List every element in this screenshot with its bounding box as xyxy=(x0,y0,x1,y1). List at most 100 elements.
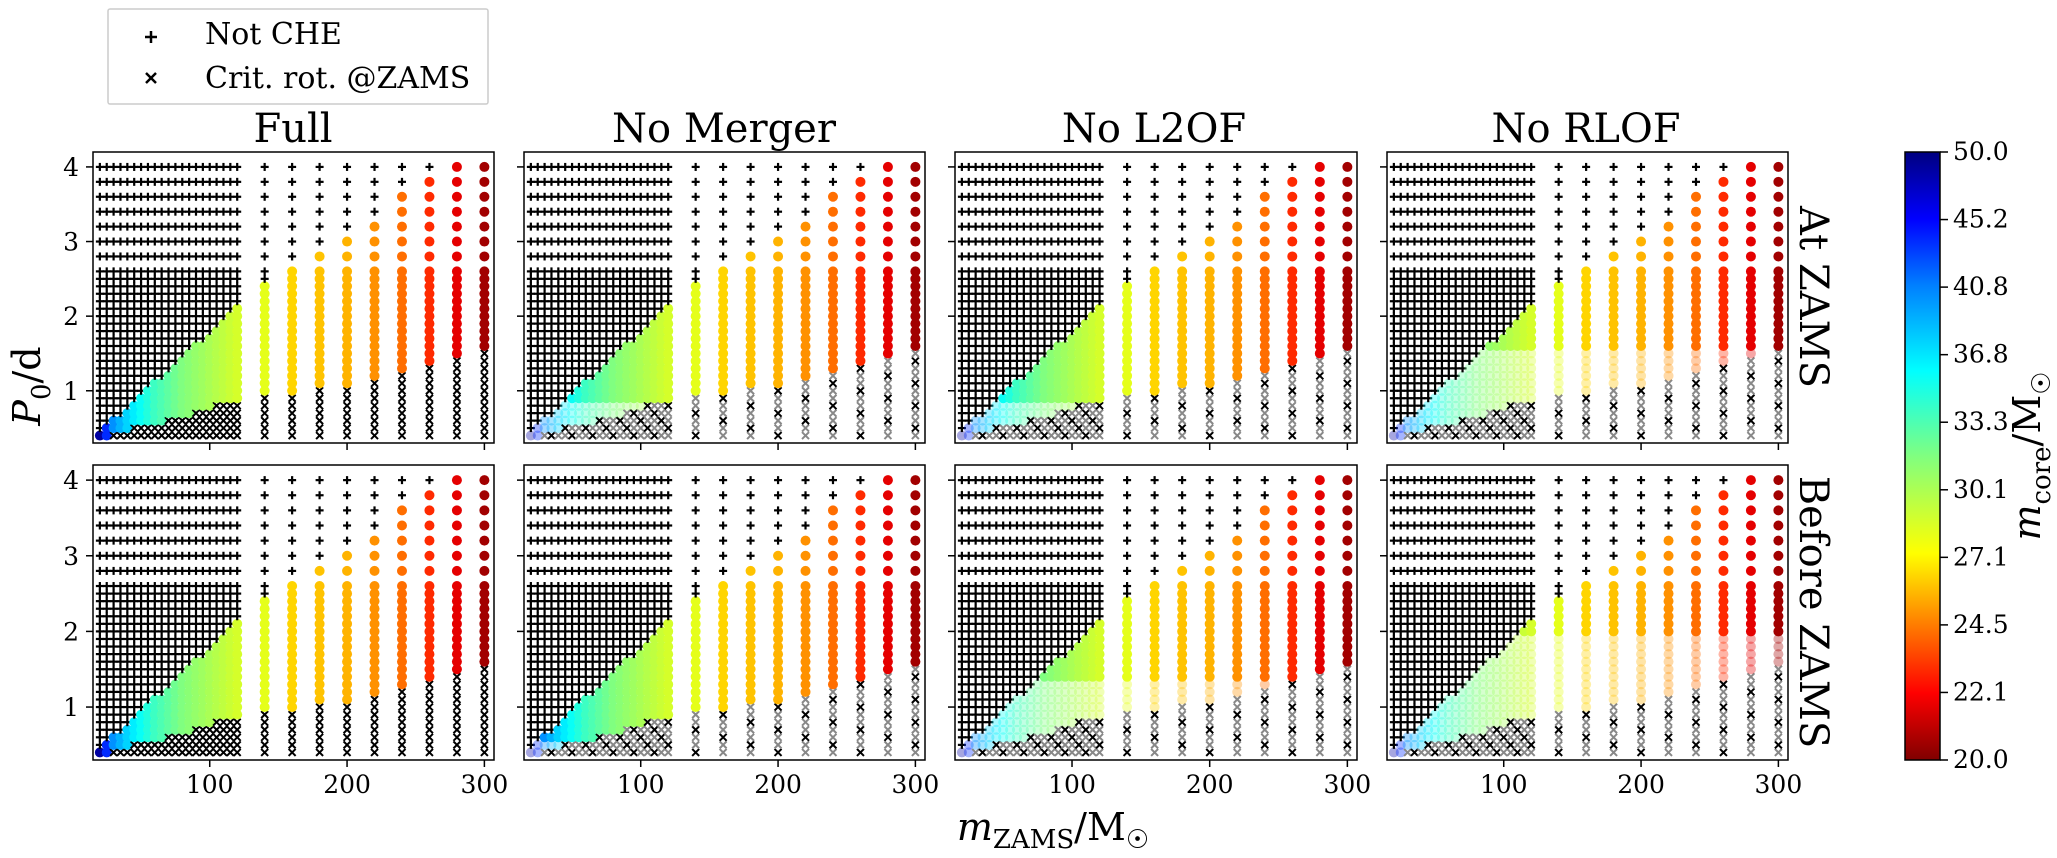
point-not-che xyxy=(143,364,152,373)
point-che xyxy=(142,408,153,419)
point-not-che xyxy=(164,222,173,231)
point-not-che xyxy=(116,401,125,410)
y-tick-label: 2 xyxy=(63,617,79,646)
point-crit-rot xyxy=(171,423,180,433)
point-che xyxy=(424,505,435,516)
point-che xyxy=(1342,191,1353,202)
point-not-che xyxy=(185,319,194,328)
point-not-che xyxy=(171,312,180,321)
panel-r0-c3 xyxy=(1380,151,1789,450)
point-che xyxy=(156,415,167,426)
point-che xyxy=(129,408,140,419)
point-not-che xyxy=(178,334,187,343)
point-not-che xyxy=(178,327,187,336)
point-che xyxy=(369,266,380,277)
point-che xyxy=(1287,206,1298,217)
point-not-che xyxy=(178,177,187,186)
point-not-che xyxy=(95,282,104,291)
point-not-che xyxy=(102,207,111,216)
point-che xyxy=(156,408,167,419)
point-not-che xyxy=(130,349,139,358)
point-che xyxy=(1773,206,1784,217)
point-che xyxy=(855,191,866,202)
point-not-che xyxy=(102,409,111,418)
point-che xyxy=(136,393,147,404)
point-not-che xyxy=(164,327,173,336)
point-not-che xyxy=(95,342,104,350)
point-che xyxy=(424,176,435,187)
point-che xyxy=(1259,191,1270,202)
point-not-che xyxy=(102,274,111,283)
point-not-che xyxy=(171,297,180,306)
point-che xyxy=(1773,251,1784,262)
point-che xyxy=(396,236,407,247)
point-not-che xyxy=(164,282,173,291)
point-che xyxy=(115,423,126,434)
point-not-che xyxy=(137,371,146,380)
point-che xyxy=(451,266,462,277)
point-not-che xyxy=(164,162,173,171)
legend-label-crit-rot: Crit. rot. @ZAMS xyxy=(205,61,470,96)
point-not-che xyxy=(130,222,139,231)
point-not-che xyxy=(143,252,152,261)
point-not-che xyxy=(130,356,139,365)
point-not-che xyxy=(157,356,166,365)
point-not-che xyxy=(171,162,180,171)
point-not-che xyxy=(157,237,166,246)
point-not-che xyxy=(143,289,152,298)
point-not-che xyxy=(102,162,111,171)
point-not-che xyxy=(157,289,166,298)
point-not-che xyxy=(109,237,118,246)
point-not-che xyxy=(123,364,132,373)
point-not-che xyxy=(150,282,159,291)
point-not-che xyxy=(130,237,139,246)
point-che xyxy=(827,206,838,217)
point-che xyxy=(1773,161,1784,172)
point-not-che xyxy=(143,267,152,276)
point-not-che xyxy=(123,319,132,328)
point-che xyxy=(424,581,435,592)
point-not-che xyxy=(157,349,166,358)
point-not-che xyxy=(102,349,111,358)
point-crit-rot xyxy=(164,416,173,425)
point-not-che xyxy=(137,379,146,388)
point-not-che xyxy=(109,364,118,373)
point-not-che xyxy=(178,237,187,246)
point-not-che xyxy=(143,349,152,358)
point-che xyxy=(122,408,133,419)
point-che xyxy=(451,520,462,531)
point-che xyxy=(1773,191,1784,202)
point-not-che xyxy=(130,379,139,388)
point-che xyxy=(1232,251,1243,262)
point-not-che xyxy=(164,274,173,283)
point-che xyxy=(1204,251,1215,262)
point-crit-rot xyxy=(184,423,194,433)
point-not-che xyxy=(123,177,132,186)
point-che xyxy=(1636,236,1647,247)
point-che xyxy=(1342,161,1353,172)
point-not-che xyxy=(143,304,152,313)
point-che xyxy=(800,221,811,232)
point-not-che xyxy=(116,327,125,336)
point-che xyxy=(184,393,195,404)
point-not-che xyxy=(130,319,139,328)
point-not-che xyxy=(157,297,166,306)
point-not-che xyxy=(137,304,146,313)
y-tick-label: 1 xyxy=(63,377,79,406)
panel-r0-c2 xyxy=(948,151,1358,450)
point-not-che xyxy=(157,207,166,216)
point-che xyxy=(451,565,462,576)
point-che xyxy=(1342,251,1353,262)
point-not-che xyxy=(150,237,159,246)
point-not-che xyxy=(130,386,139,395)
point-not-che xyxy=(109,267,118,276)
point-not-che xyxy=(123,356,132,365)
point-che xyxy=(156,393,167,404)
point-che xyxy=(184,385,195,396)
point-che xyxy=(1314,206,1325,217)
point-che xyxy=(855,176,866,187)
point-che xyxy=(314,251,325,262)
point-not-che xyxy=(143,334,152,343)
point-che xyxy=(108,415,119,426)
